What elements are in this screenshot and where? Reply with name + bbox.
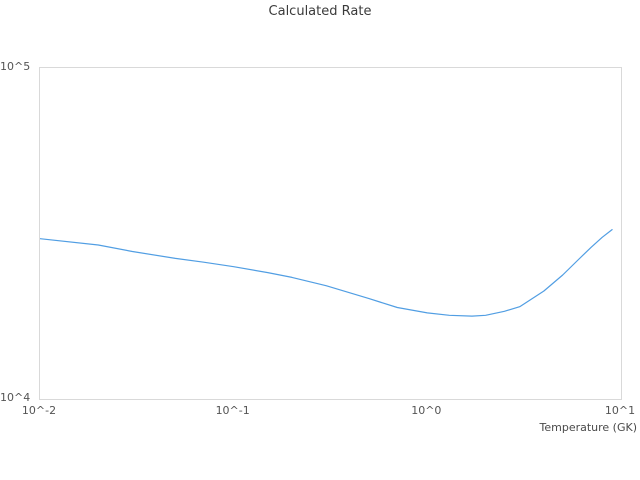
x-axis-label: Temperature (GK) [539, 421, 638, 434]
x-tick-label: 10^-2 [21, 404, 57, 417]
plot-area [39, 67, 622, 400]
calculated-rate-line [40, 229, 613, 317]
y-tick-label: 10^5 [0, 60, 31, 73]
chart-title: Calculated Rate [268, 4, 372, 19]
y-tick-label: 10^4 [0, 391, 31, 404]
x-tick-label: 10^-1 [215, 404, 250, 417]
x-tick-label: 10^1 [604, 404, 636, 417]
x-tick-label: 10^0 [411, 404, 442, 417]
plot-canvas [40, 229, 613, 317]
